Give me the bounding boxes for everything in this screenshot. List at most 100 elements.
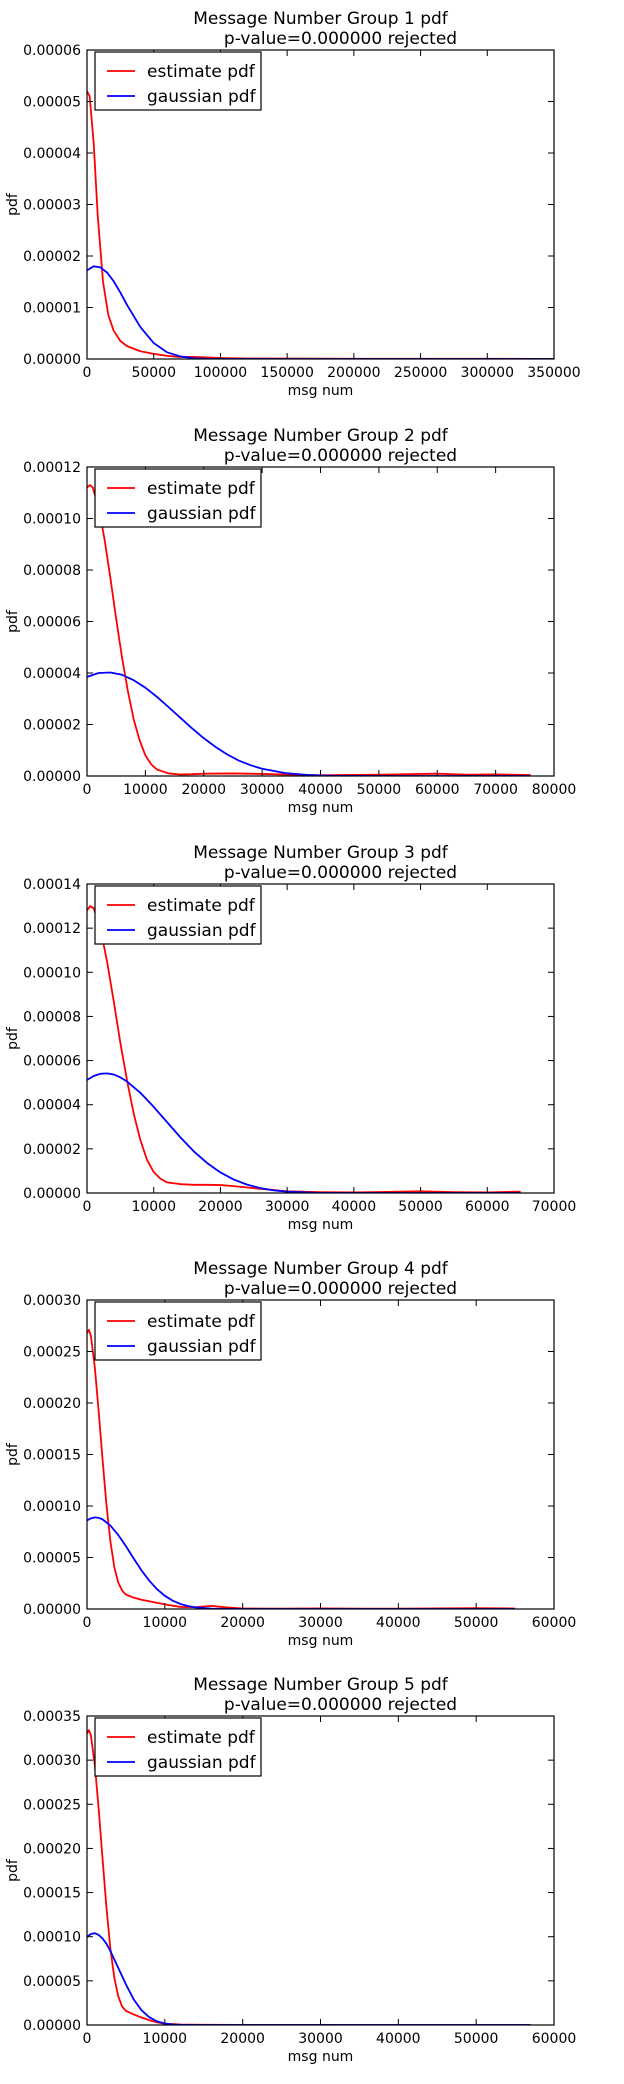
legend-label: estimate pdf bbox=[147, 1312, 256, 1332]
legend: estimate pdf gaussian pdf bbox=[94, 51, 262, 111]
y-tick-label: 0.00006 bbox=[23, 615, 81, 631]
x-tick-label: 20000 bbox=[198, 1199, 243, 1215]
x-tick-label: 50000 bbox=[131, 365, 176, 381]
y-tick-label: 0.00004 bbox=[23, 666, 81, 682]
x-tick-label: 50000 bbox=[398, 1199, 443, 1215]
y-tick-label: 0.00000 bbox=[23, 1186, 81, 1202]
chart-panel-4: Message Number Group 4 pdfp-value=0.0000… bbox=[5, 1259, 576, 1649]
legend-box bbox=[94, 468, 262, 528]
series-line-estimate-pdf bbox=[87, 905, 521, 1193]
y-tick-label: 0.00000 bbox=[23, 1602, 81, 1618]
legend-box bbox=[94, 1301, 262, 1361]
y-tick-label: 0.00025 bbox=[23, 1345, 81, 1361]
x-tick-label: 10000 bbox=[123, 782, 168, 798]
y-tick-label: 0.00015 bbox=[23, 1448, 81, 1464]
y-tick-label: 0.00002 bbox=[23, 718, 81, 734]
x-tick-label: 10000 bbox=[143, 1615, 188, 1631]
y-tick-label: 0.00012 bbox=[23, 921, 81, 937]
legend-label: gaussian pdf bbox=[147, 87, 257, 107]
y-tick-label: 0.00001 bbox=[23, 301, 81, 317]
x-tick-label: 0 bbox=[83, 1615, 92, 1631]
chart-panel-2: Message Number Group 2 pdfp-value=0.0000… bbox=[5, 426, 576, 816]
x-tick-label: 0 bbox=[83, 782, 92, 798]
y-tick-label: 0.00006 bbox=[23, 1054, 81, 1070]
y-axis-label: pdf bbox=[5, 1442, 21, 1466]
x-axis-label: msg num bbox=[288, 1217, 354, 1233]
chart-subtitle: p-value=0.000000 rejected bbox=[224, 1695, 457, 1715]
x-tick-label: 60000 bbox=[415, 782, 460, 798]
y-tick-label: 0.00002 bbox=[23, 249, 81, 265]
chart-title: Message Number Group 1 pdf bbox=[193, 9, 449, 29]
chart-subtitle: p-value=0.000000 rejected bbox=[224, 29, 457, 49]
y-tick-label: 0.00005 bbox=[23, 1974, 81, 1990]
chart-title: Message Number Group 5 pdf bbox=[193, 1675, 449, 1695]
y-tick-label: 0.00005 bbox=[23, 95, 81, 111]
y-tick-label: 0.00012 bbox=[23, 460, 81, 476]
legend-box bbox=[94, 51, 262, 111]
x-tick-label: 300000 bbox=[461, 365, 514, 381]
x-tick-label: 40000 bbox=[376, 1615, 421, 1631]
series-line-gaussian-pdf bbox=[87, 671, 531, 776]
x-tick-label: 50000 bbox=[454, 2031, 499, 2047]
legend-label: gaussian pdf bbox=[147, 504, 257, 524]
y-tick-label: 0.00005 bbox=[23, 1551, 81, 1567]
x-axis-label: msg num bbox=[288, 1633, 354, 1649]
y-tick-label: 0.00004 bbox=[23, 146, 81, 162]
chart-title: Message Number Group 2 pdf bbox=[193, 426, 449, 446]
x-tick-label: 10000 bbox=[143, 2031, 188, 2047]
chart-subtitle: p-value=0.000000 rejected bbox=[224, 863, 457, 883]
x-tick-label: 30000 bbox=[298, 2031, 343, 2047]
y-tick-label: 0.00014 bbox=[23, 877, 81, 893]
y-tick-label: 0.00020 bbox=[23, 1396, 81, 1412]
x-tick-label: 250000 bbox=[394, 365, 447, 381]
x-tick-label: 50000 bbox=[454, 1615, 499, 1631]
series-line-estimate-pdf bbox=[87, 1328, 516, 1609]
x-tick-label: 0 bbox=[83, 365, 92, 381]
legend-label: estimate pdf bbox=[147, 62, 256, 82]
y-tick-label: 0.00010 bbox=[23, 1499, 81, 1515]
y-tick-label: 0.00004 bbox=[23, 1098, 81, 1114]
x-tick-label: 20000 bbox=[220, 2031, 265, 2047]
x-tick-label: 20000 bbox=[181, 782, 226, 798]
x-tick-label: 10000 bbox=[131, 1199, 176, 1215]
legend-box bbox=[94, 1717, 262, 1777]
y-tick-label: 0.00030 bbox=[23, 1753, 81, 1769]
x-tick-label: 30000 bbox=[240, 782, 285, 798]
x-tick-label: 0 bbox=[83, 2031, 92, 2047]
legend-label: gaussian pdf bbox=[147, 1753, 257, 1773]
legend: estimate pdf gaussian pdf bbox=[94, 468, 262, 528]
plot-frame bbox=[86, 883, 555, 1194]
y-tick-label: 0.00010 bbox=[23, 512, 81, 528]
x-tick-label: 60000 bbox=[532, 1615, 577, 1631]
legend: estimate pdf gaussian pdf bbox=[94, 1717, 262, 1777]
x-tick-label: 70000 bbox=[473, 782, 518, 798]
series-line-gaussian-pdf bbox=[87, 265, 554, 359]
x-tick-label: 50000 bbox=[357, 782, 402, 798]
chart-panel-5: Message Number Group 5 pdfp-value=0.0000… bbox=[5, 1675, 576, 2065]
x-axis-label: msg num bbox=[288, 383, 354, 399]
y-tick-label: 0.00030 bbox=[23, 1293, 81, 1309]
y-tick-label: 0.00006 bbox=[23, 43, 81, 59]
y-tick-label: 0.00008 bbox=[23, 563, 81, 579]
chart-panel-1: Message Number Group 1 pdfp-value=0.0000… bbox=[5, 9, 581, 399]
chart-subtitle: p-value=0.000000 rejected bbox=[224, 446, 457, 466]
x-tick-label: 40000 bbox=[298, 782, 343, 798]
series-line-estimate-pdf bbox=[87, 484, 531, 776]
y-tick-label: 0.00008 bbox=[23, 1009, 81, 1025]
x-tick-label: 60000 bbox=[465, 1199, 510, 1215]
x-tick-label: 70000 bbox=[532, 1199, 577, 1215]
legend-box bbox=[94, 885, 262, 945]
series-line-estimate-pdf bbox=[87, 90, 554, 359]
x-axis-label: msg num bbox=[288, 800, 354, 816]
series-line-gaussian-pdf bbox=[87, 1516, 516, 1609]
chart-title: Message Number Group 4 pdf bbox=[193, 1259, 449, 1279]
y-tick-label: 0.00015 bbox=[23, 1886, 81, 1902]
y-tick-label: 0.00025 bbox=[23, 1797, 81, 1813]
y-axis-label: pdf bbox=[5, 1858, 21, 1882]
x-tick-label: 40000 bbox=[376, 2031, 421, 2047]
legend: estimate pdf gaussian pdf bbox=[94, 885, 262, 945]
x-tick-label: 60000 bbox=[532, 2031, 577, 2047]
legend-label: gaussian pdf bbox=[147, 921, 257, 941]
y-tick-label: 0.00000 bbox=[23, 769, 81, 785]
